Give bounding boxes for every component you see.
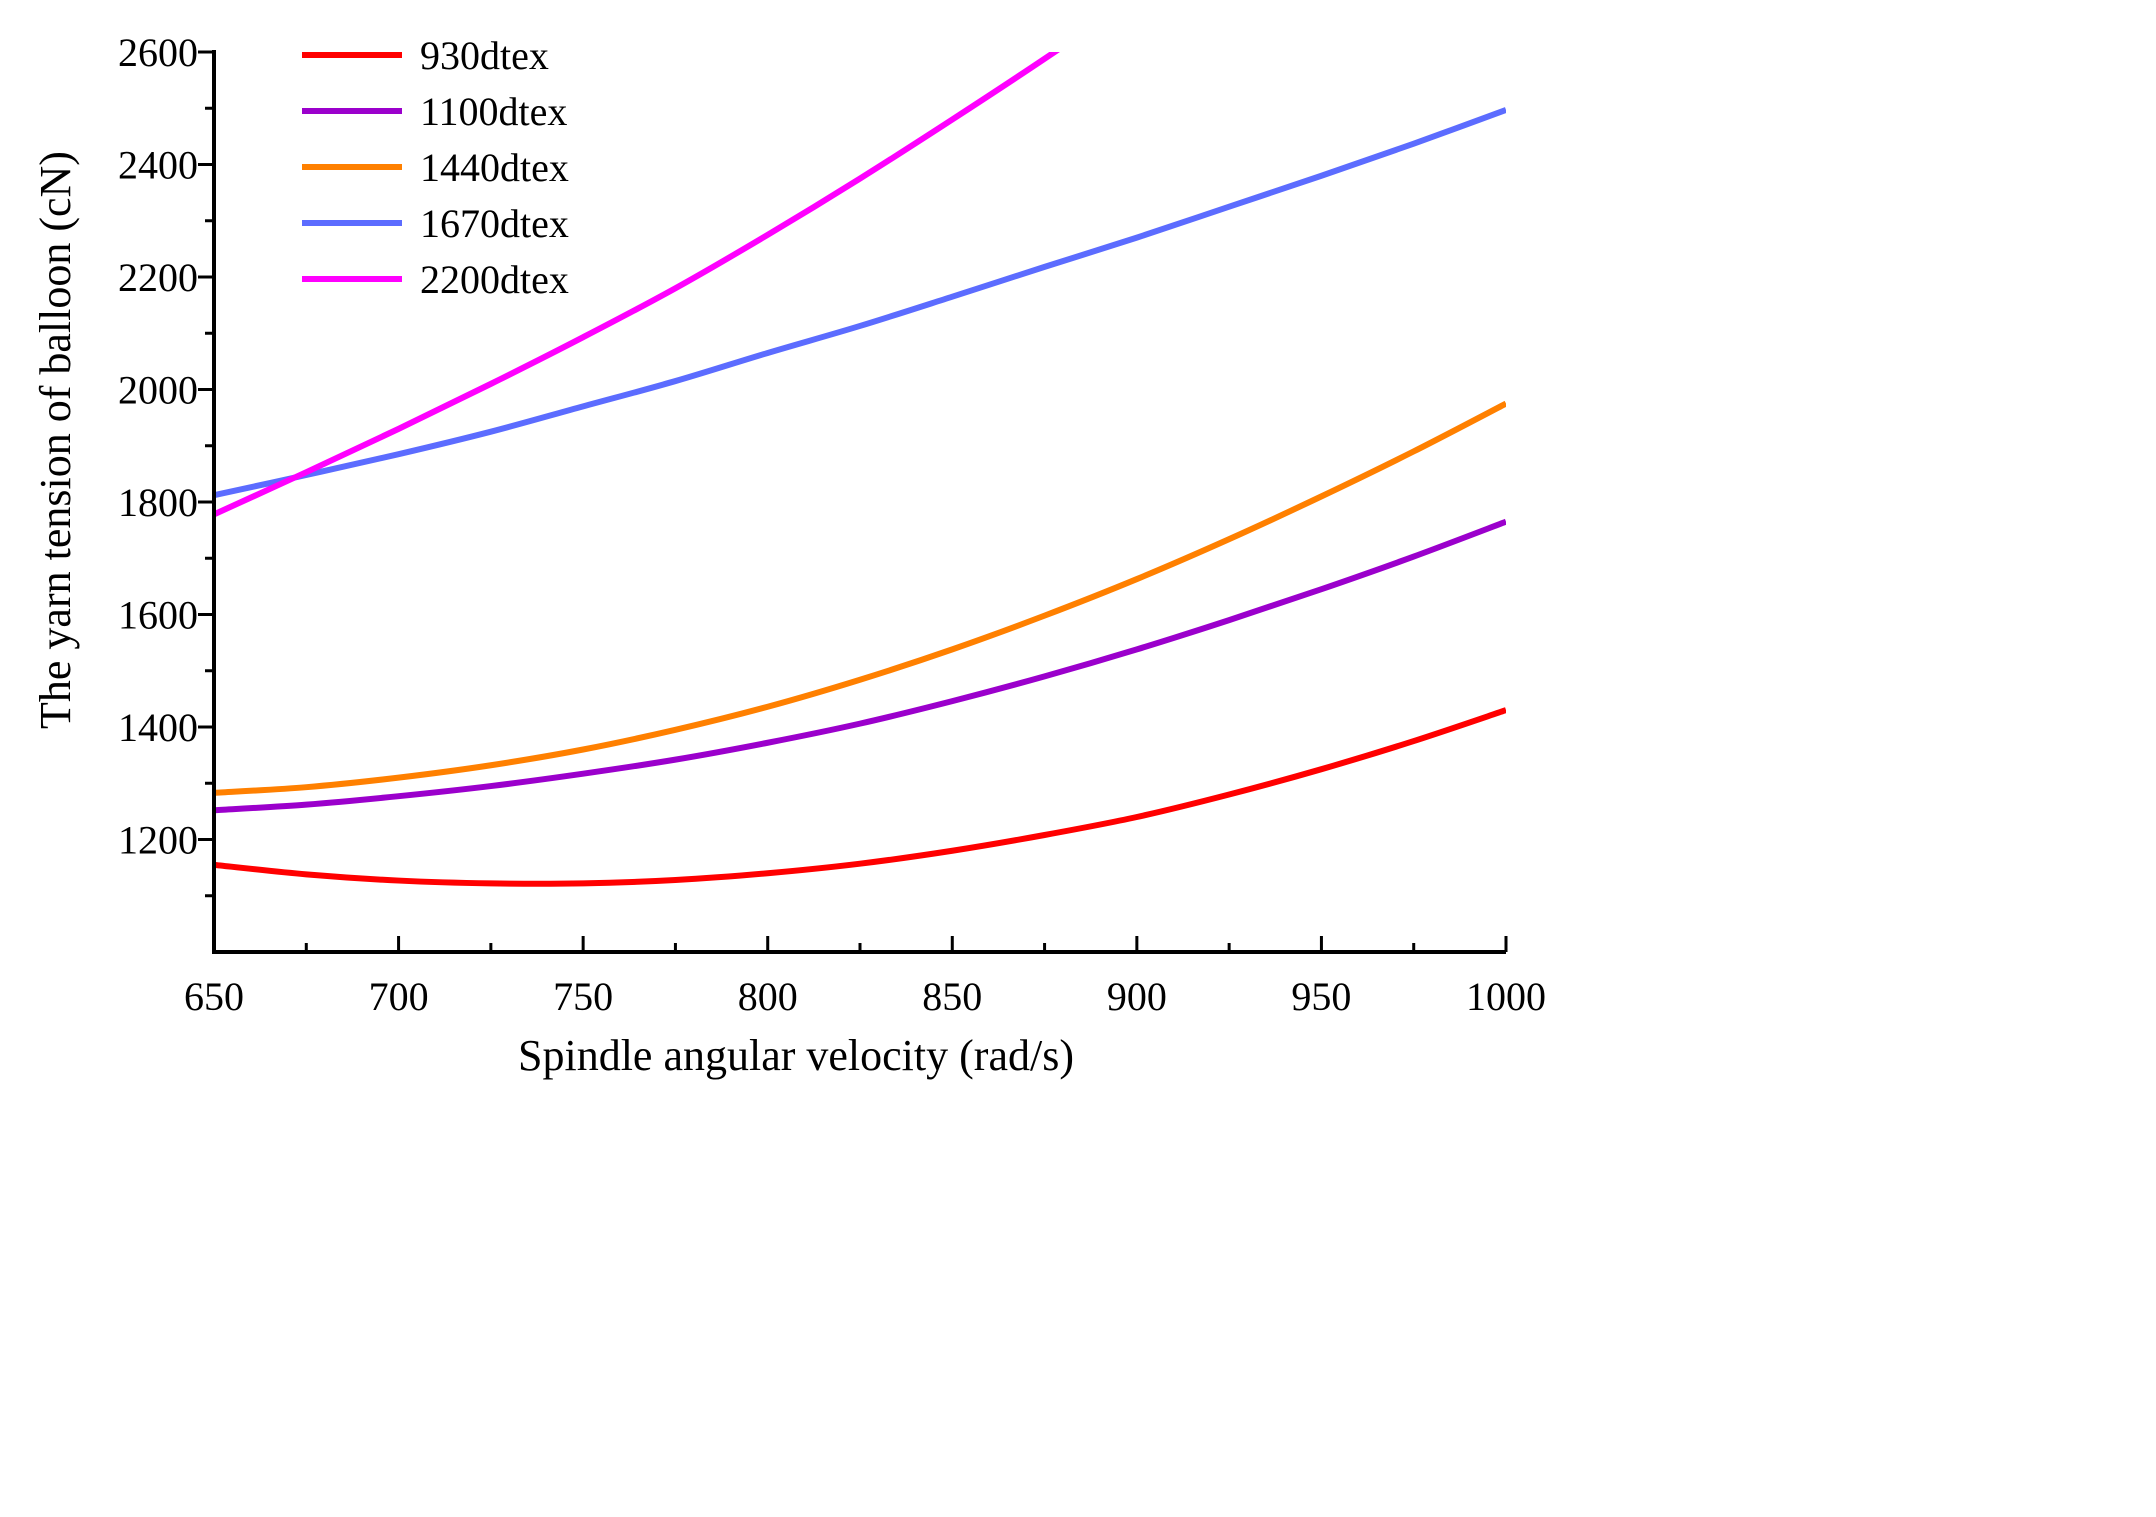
series-layer — [214, 52, 1506, 887]
y-ticks: 1200 1400 1600 1800 2000 2200 2400 2600 — [118, 30, 214, 898]
y-tick-label: 2000 — [118, 368, 198, 413]
y-axis-title: The yarn tension of balloon (cN) — [31, 151, 80, 729]
legend-label: 1670dtex — [420, 201, 569, 246]
x-tick-label: 650 — [184, 974, 244, 1019]
series-line-1670dtex — [214, 107, 1506, 499]
legend: 930dtex 1100dtex 1440dtex 1670dtex 2200dtex — [302, 33, 569, 302]
series-line-1440dtex — [214, 400, 1506, 796]
series-line-930dtex — [214, 707, 1506, 887]
legend-label: 930dtex — [420, 33, 549, 78]
x-tick-label: 900 — [1107, 974, 1167, 1019]
y-tick-label: 1600 — [118, 593, 198, 638]
y-tick-label: 1200 — [118, 818, 198, 863]
series-line-2200dtex — [214, 52, 1060, 518]
x-tick-label: 1000 — [1466, 974, 1546, 1019]
x-tick-label: 800 — [738, 974, 798, 1019]
x-tick-label: 850 — [922, 974, 982, 1019]
legend-label: 1100dtex — [420, 89, 567, 134]
x-tick-label: 750 — [553, 974, 613, 1019]
x-tick-label: 950 — [1291, 974, 1351, 1019]
y-tick-label: 1400 — [118, 705, 198, 750]
y-tick-label: 2600 — [118, 30, 198, 75]
legend-label: 1440dtex — [420, 145, 569, 190]
x-axis-title: Spindle angular velocity (rad/s) — [518, 1031, 1074, 1080]
series-line-1100dtex — [214, 518, 1506, 814]
y-tick-label: 1800 — [118, 480, 198, 525]
y-tick-label: 2400 — [118, 143, 198, 188]
y-tick-label: 2200 — [118, 255, 198, 300]
x-ticks: 650 700 750 800 850 900 950 1000 — [184, 936, 1546, 1019]
line-chart: 650 700 750 800 850 900 950 1000 1200 1400 1600 18… — [31, 30, 1546, 1080]
x-tick-label: 700 — [369, 974, 429, 1019]
legend-label: 2200dtex — [420, 257, 569, 302]
